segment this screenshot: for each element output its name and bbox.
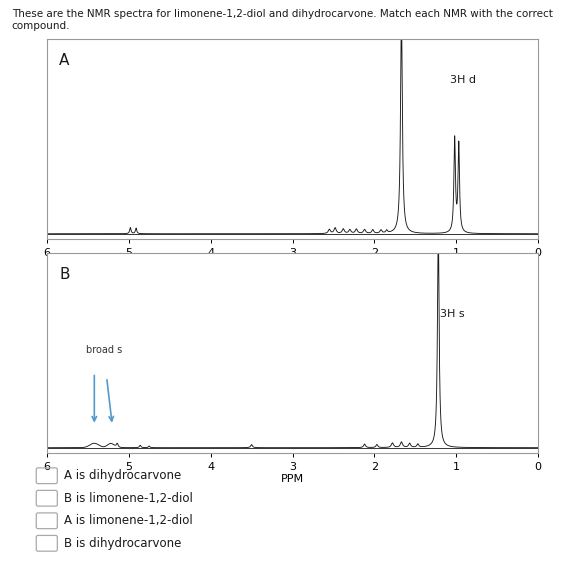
Text: B is dihydrocarvone: B is dihydrocarvone: [64, 537, 182, 550]
Text: These are the NMR spectra for limonene-1,2-diol and dihydrocarvone. Match each N: These are the NMR spectra for limonene-1…: [12, 9, 553, 30]
Text: broad s: broad s: [86, 345, 122, 355]
X-axis label: PPM: PPM: [281, 260, 304, 270]
Text: 3H d: 3H d: [450, 75, 476, 86]
Text: A is dihydrocarvone: A is dihydrocarvone: [64, 469, 181, 482]
X-axis label: PPM: PPM: [281, 473, 304, 484]
Text: A is limonene-1,2-diol: A is limonene-1,2-diol: [64, 514, 193, 528]
Text: 3H s: 3H s: [440, 309, 464, 319]
Text: B: B: [59, 267, 70, 282]
Text: A: A: [59, 53, 70, 68]
Text: B is limonene-1,2-diol: B is limonene-1,2-diol: [64, 491, 193, 505]
